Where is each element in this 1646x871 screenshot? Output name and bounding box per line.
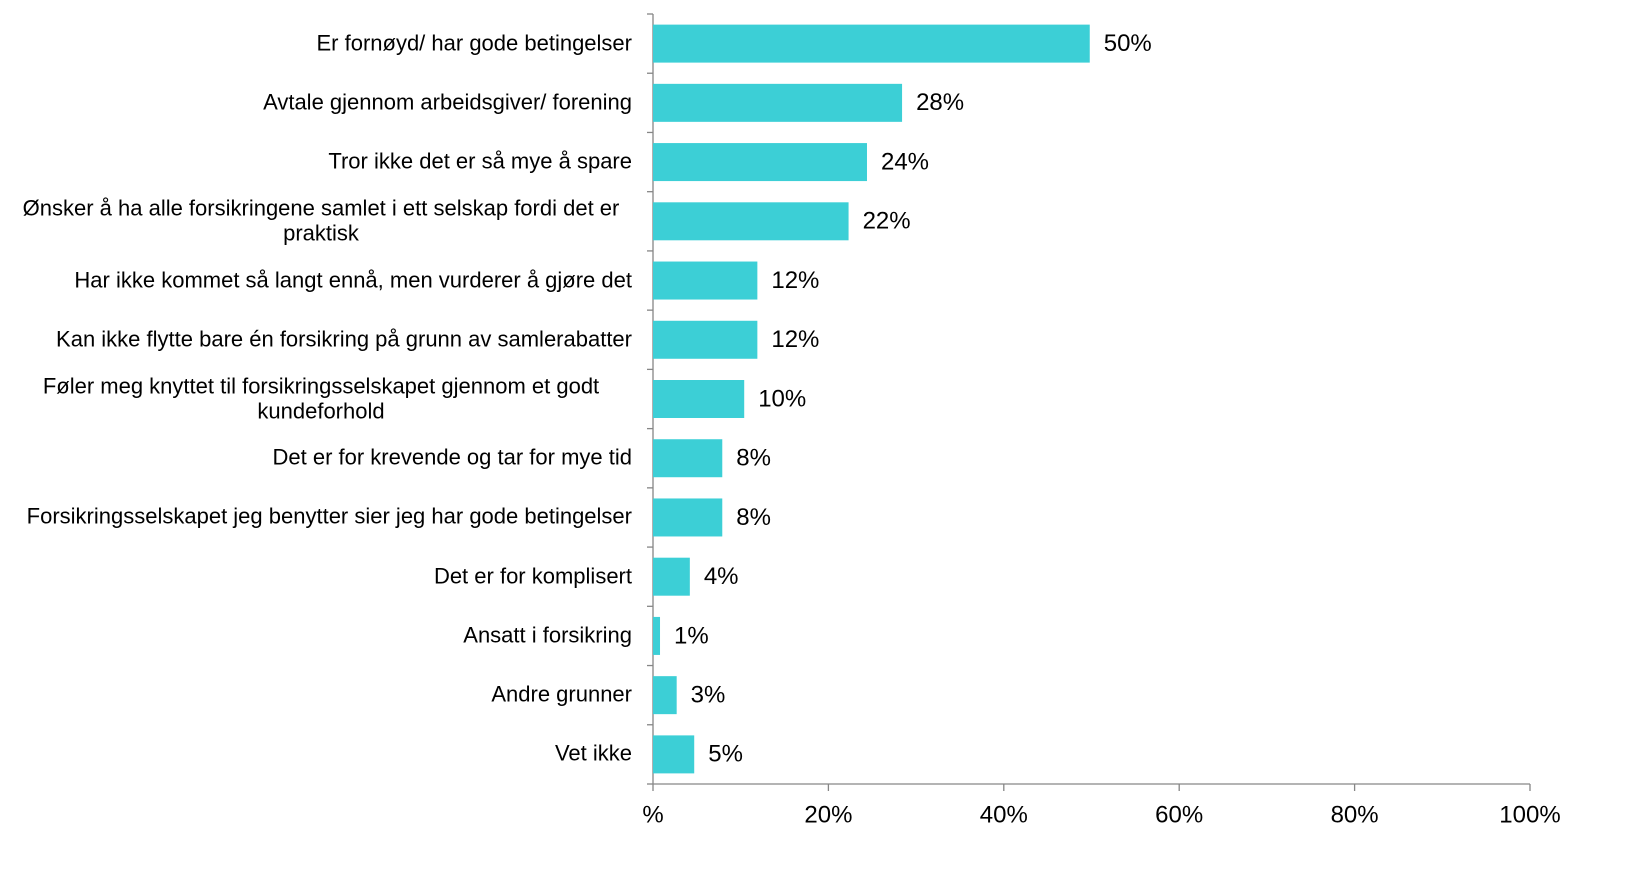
category-label: Kan ikke flytte bare én forsikring på gr…: [56, 326, 632, 352]
value-label: 8%: [736, 504, 771, 531]
value-label: 1%: [674, 622, 709, 649]
bar: [653, 498, 723, 537]
category-label: Er fornøyd/ har gode betingelser: [316, 30, 632, 56]
bar: [653, 143, 867, 182]
value-label: 22%: [863, 208, 911, 235]
x-tick-label: 60%: [1155, 801, 1203, 828]
bar: [653, 380, 745, 418]
category-label: Tror ikke det er så mye å spare: [328, 148, 632, 174]
value-label: 10%: [758, 385, 806, 412]
x-tick-label: 80%: [1331, 801, 1379, 828]
category-label: Vet ikke: [554, 741, 632, 767]
category-label: Avtale gjennom arbeidsgiver/ forening: [263, 89, 632, 115]
value-label: 28%: [916, 89, 964, 116]
x-tick-label: 40%: [980, 801, 1028, 828]
bar: [653, 616, 661, 655]
bar: [653, 24, 1090, 63]
bar: [653, 676, 677, 715]
value-label: 8%: [736, 445, 771, 472]
category-label: Har ikke kommet så langt ennå, men vurde…: [74, 267, 632, 293]
bar: [653, 83, 903, 122]
value-label: 3%: [691, 681, 726, 708]
value-label: 4%: [704, 563, 739, 590]
category-label: Andre grunner: [491, 681, 632, 707]
category-label: Det er for krevende og tar for mye tid: [272, 444, 633, 470]
category-label: Det er for komplisert: [433, 563, 632, 589]
x-tick-label: 20%: [804, 801, 852, 828]
category-label: Ønsker å ha alle forsikringene samlet i …: [22, 195, 620, 246]
category-label: Forsikringsselskapet jeg benytter sier j…: [26, 504, 632, 530]
value-label: 50%: [1104, 30, 1152, 57]
bar: [653, 320, 758, 359]
value-label: 12%: [771, 267, 819, 294]
bar: [653, 261, 758, 300]
bar: [653, 735, 695, 774]
bar: [653, 557, 690, 596]
value-label: 24%: [881, 148, 929, 175]
value-label: 12%: [771, 326, 819, 353]
bar: [653, 202, 849, 241]
category-label: Ansatt i forsikring: [463, 622, 632, 648]
value-label: 5%: [708, 741, 743, 768]
x-tick-label: 100%: [1499, 801, 1560, 828]
category-label: Føler meg knyttet til forsikringsselskap…: [42, 373, 600, 423]
bar: [653, 439, 723, 478]
x-tick-label: %: [642, 801, 663, 828]
